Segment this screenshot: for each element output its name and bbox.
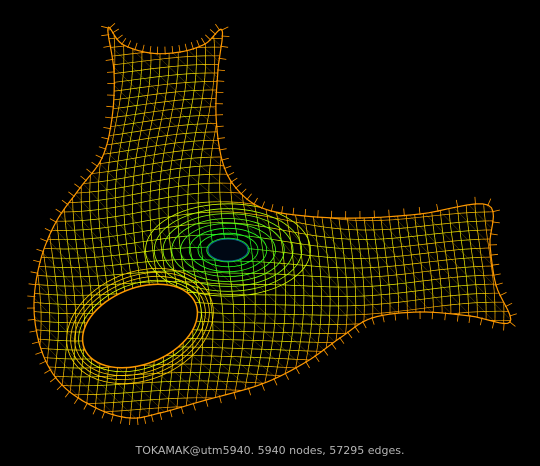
boundary-spikes — [26, 23, 517, 426]
mesh-hole — [66, 268, 214, 384]
graph-caption: TOKAMAK@utm5940. 5940 nodes, 57295 edges… — [135, 444, 405, 457]
